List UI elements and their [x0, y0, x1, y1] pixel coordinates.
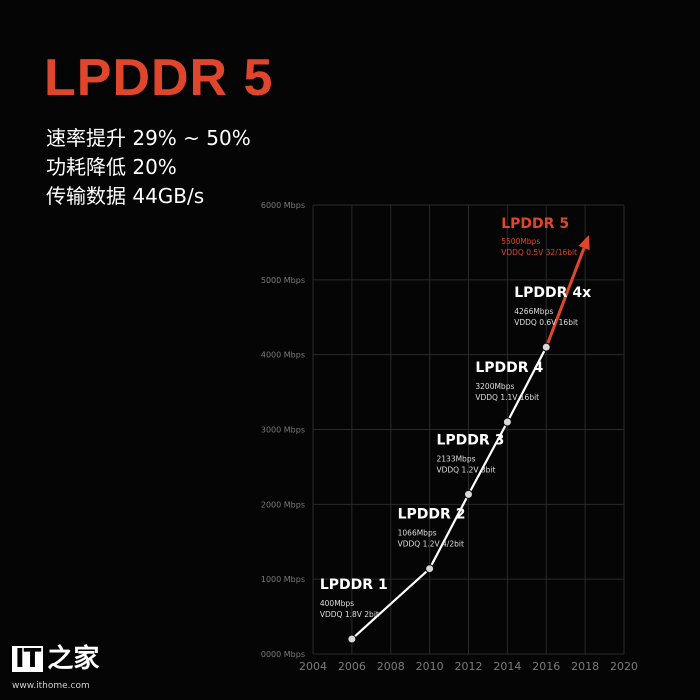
lpddr5-arrowhead — [578, 234, 590, 251]
lpddr5-label-rate: 5500Mbps — [501, 237, 540, 246]
point-label-name: LPDDR 4 — [475, 360, 543, 376]
ithome-watermark: IT 之家 www.ithome.com — [10, 646, 120, 696]
data-point — [347, 634, 357, 644]
x-tick-label: 2008 — [377, 660, 405, 673]
logo-latin: IT — [12, 646, 44, 672]
x-tick-label: 2014 — [493, 660, 521, 673]
page-title: LPDDR 5 — [44, 49, 274, 107]
y-tick-label: 4000 Mbps — [261, 351, 305, 360]
x-tick-label: 2012 — [455, 660, 483, 673]
data-point — [541, 342, 551, 352]
series-line — [351, 346, 548, 640]
y-tick-label: 0000 Mbps — [261, 650, 305, 659]
lpddr5-arrow-shaft — [544, 247, 586, 348]
point-label-rate: 400Mbps — [320, 599, 354, 608]
y-tick-label: 2000 Mbps — [261, 500, 305, 509]
spec-speed: 速率提升 29% ~ 50% — [46, 126, 251, 150]
logo-cjk: 之家 — [47, 644, 100, 674]
point-label-detail: VDDQ 1.2V 4/2bit — [398, 540, 464, 549]
data-point — [502, 417, 512, 427]
point-label-detail: VDDQ 1.1V 16bit — [475, 393, 539, 402]
data-point — [464, 489, 473, 499]
point-label-rate: 2133Mbps — [437, 454, 476, 463]
spec-list: 速率提升 29% ~ 50% 功耗降低 20% 传输数据 44GB/s — [46, 124, 251, 211]
x-tick-label: 2018 — [571, 660, 599, 673]
spec-power: 功耗降低 20% — [46, 155, 177, 179]
point-label-detail: VDDQ 1.2V 8bit — [437, 465, 496, 474]
y-tick-label: 3000 Mbps — [261, 426, 305, 435]
x-tick-label: 2010 — [416, 660, 444, 673]
y-tick-label: 5000 Mbps — [261, 276, 305, 285]
x-tick-label: 2004 — [299, 660, 327, 673]
point-label-rate: 4266Mbps — [514, 307, 553, 316]
spec-bandwidth: 传输数据 44GB/s — [46, 184, 205, 208]
lpddr5-label-name: LPDDR 5 — [501, 216, 569, 232]
x-tick-label: 2016 — [532, 660, 560, 673]
point-label-detail: VDDQ 0.6V 16bit — [514, 318, 578, 327]
point-label-detail: VDDQ 1.8V 2bit — [320, 610, 379, 619]
x-tick-label: 2006 — [338, 660, 366, 673]
watermark-url: www.ithome.com — [12, 681, 90, 691]
data-point — [425, 564, 435, 574]
ithome-logo: IT 之家 — [12, 646, 99, 672]
point-label-name: LPDDR 4x — [514, 285, 591, 301]
y-tick-label: 1000 Mbps — [261, 575, 305, 584]
lpddr5-label-detail: VDDQ 0.5V 32/16bit — [501, 248, 577, 257]
point-label-name: LPDDR 3 — [437, 432, 505, 448]
y-tick-label: 6000 Mbps — [261, 201, 305, 210]
point-label-name: LPDDR 2 — [398, 507, 466, 523]
x-tick-label: 2020 — [610, 660, 638, 673]
point-label-name: LPDDR 1 — [320, 577, 388, 593]
point-label-rate: 1066Mbps — [398, 529, 437, 538]
point-label-rate: 3200Mbps — [475, 382, 514, 391]
